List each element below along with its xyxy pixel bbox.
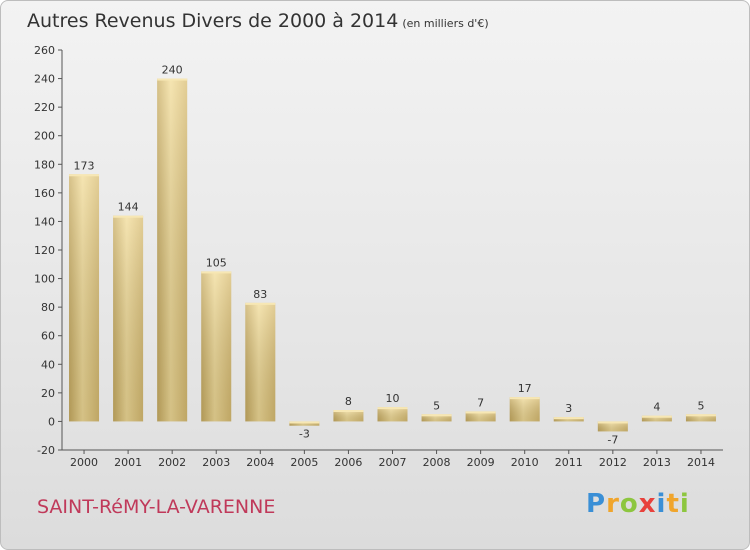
y-tick-label: -20 [37,444,55,457]
y-tick-label: 120 [34,244,55,257]
chart-title-text: Autres Revenus Divers de 2000 à 2014 [27,10,399,32]
bar-cap [157,78,188,81]
bar-shade [465,411,496,422]
bar-cap [421,414,452,417]
bar-cap [377,407,408,410]
x-tick-label: 2010 [511,456,539,469]
bar-value-label: 240 [162,64,183,77]
x-tick-label: 2013 [643,456,671,469]
x-tick-label: 2009 [467,456,495,469]
bar-cap [113,215,144,218]
x-tick-label: 2007 [379,456,407,469]
bar-shade [245,302,276,422]
logo-letter: i [656,489,667,519]
bar-shade [113,215,144,422]
bar-value-label: -7 [607,433,618,446]
bar-value-label: 105 [206,256,227,269]
bar-cap [597,421,628,424]
x-tick-label: 2011 [555,456,583,469]
y-tick-label: 80 [41,301,55,314]
bar-value-label: 10 [386,392,400,405]
x-tick-label: 2004 [246,456,274,469]
bar-cap [685,414,716,417]
bar-shade [641,415,672,422]
bar-shade [333,410,364,422]
y-tick-label: 260 [34,44,55,57]
x-tick-label: 2005 [290,456,318,469]
bar-shade [597,421,628,432]
y-tick-label: 20 [41,387,55,400]
bar-cap [553,417,584,420]
proxiti-logo: Proxiti [586,489,690,519]
chart-bars [69,78,716,432]
x-tick-label: 2003 [202,456,230,469]
bar-shade [509,397,540,422]
bar-shade [377,407,408,422]
bar-value-label: 5 [697,399,704,412]
x-tick-label: 2001 [114,456,142,469]
place-name: SAINT-RéMY-LA-VARENNE [37,496,276,518]
x-tick-label: 2002 [158,456,186,469]
bar-value-label: 7 [477,396,484,409]
bar-shade [69,174,100,422]
bar-value-label: 83 [253,288,267,301]
bar-value-label: 173 [74,159,95,172]
bar-value-label: 8 [345,395,352,408]
x-tick-label: 2008 [423,456,451,469]
chart-title-unit: (en milliers d'€) [402,17,489,30]
chart-axes: -20 0 20 40 60 80 100 120 140 160 180 200 220 240 260 2… [34,44,723,469]
bar-cap [69,174,100,177]
bar-cap [509,397,540,400]
logo-letter: o [619,489,639,519]
logo-letter: P [586,489,607,519]
logo-letter: t [666,489,680,519]
bar-shade [157,78,188,422]
bar-shade [553,417,584,422]
y-tick-label: 100 [34,273,55,286]
bar-shade [685,414,716,422]
bar-cap [465,411,496,414]
x-tick-label: 2012 [599,456,627,469]
bar-shade [289,421,320,426]
logo-letter: x [638,489,657,519]
y-tick-label: 40 [41,358,55,371]
y-tick-label: 220 [34,101,55,114]
bar-cap [201,271,232,274]
x-tick-label: 2000 [70,456,98,469]
logo-letter: i [679,489,690,519]
logo-letter: r [606,489,620,519]
y-tick-label: 180 [34,158,55,171]
chart-title: Autres Revenus Divers de 2000 à 2014 (en … [27,10,489,32]
bar-cap [289,421,320,424]
bar-shade [421,414,452,422]
bar-shade [201,271,232,422]
y-tick-label: 60 [41,330,55,343]
x-tick-label: 2014 [687,456,715,469]
bar-cap [641,415,672,418]
bar-value-label: 5 [433,399,440,412]
bar-cap [245,302,276,305]
bar-value-label: 144 [118,201,139,214]
y-tick-label: 200 [34,130,55,143]
y-tick-label: 160 [34,187,55,200]
y-tick-label: 240 [34,73,55,86]
bar-cap [333,410,364,412]
bar-value-label: -3 [299,428,310,441]
bar-value-label: 3 [565,402,572,415]
y-tick-label: 0 [48,415,55,428]
y-tick-label: 140 [34,215,55,228]
bar-value-label: 4 [653,401,660,414]
bar-value-label: 17 [518,382,532,395]
x-tick-label: 2006 [334,456,362,469]
